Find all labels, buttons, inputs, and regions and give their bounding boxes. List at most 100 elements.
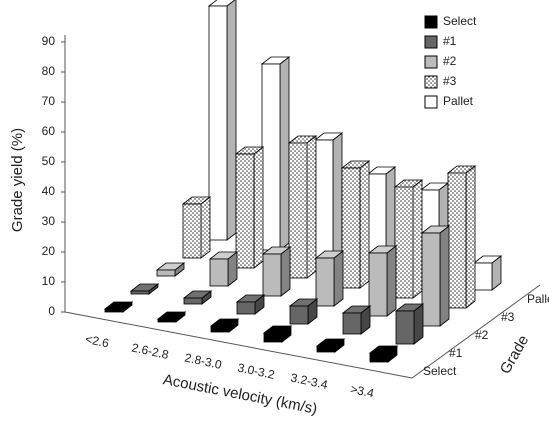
y-tick-label: 30 <box>42 214 56 228</box>
bar <box>472 255 503 291</box>
x-tick-label: 3.2-3.4 <box>289 370 329 392</box>
bar <box>209 318 240 333</box>
legend-swatch <box>424 55 438 69</box>
bar <box>129 283 160 295</box>
bar <box>313 132 344 261</box>
bar-front <box>342 312 362 335</box>
bar-front <box>182 203 202 259</box>
bar-side <box>226 0 237 241</box>
y-axis-title: Grade yield (%) <box>9 128 26 232</box>
bar <box>156 311 187 323</box>
y-tick-label: 50 <box>42 154 56 168</box>
z-tick-label: Pallet <box>527 292 549 306</box>
bar <box>393 179 424 299</box>
bar <box>367 245 398 317</box>
bar <box>260 56 291 251</box>
bar-front <box>235 153 255 269</box>
bar-front <box>289 305 309 325</box>
legend-label: Select <box>443 14 477 28</box>
bar <box>207 0 237 241</box>
bar-side <box>465 165 476 309</box>
bar-front <box>157 318 177 323</box>
bar <box>261 246 292 297</box>
bar <box>341 305 372 335</box>
bar-side <box>386 245 397 317</box>
bar-side <box>412 179 423 299</box>
x-tick-label: >3.4 <box>349 382 375 401</box>
bar-side <box>279 56 290 251</box>
bar-front <box>210 325 230 333</box>
legend-label: #1 <box>443 34 457 48</box>
bar-front <box>156 269 176 277</box>
bar-side <box>333 250 344 307</box>
bar-front <box>473 262 493 291</box>
bar-front <box>183 297 203 305</box>
x-tick-label: 2.8-3.0 <box>183 350 223 372</box>
legend-label: Pallet <box>443 94 474 108</box>
bar-front <box>394 186 414 299</box>
y-tick-label: 20 <box>42 244 56 258</box>
bar-side <box>200 196 211 259</box>
bar-front <box>288 142 308 279</box>
z-tick-label: #3 <box>501 310 515 324</box>
z-tick-label: #2 <box>475 328 489 342</box>
bar <box>340 160 371 289</box>
bar-side <box>332 132 343 261</box>
bar <box>315 338 346 353</box>
y-tick-label: 10 <box>42 274 56 288</box>
bar <box>262 325 293 343</box>
bar <box>394 303 425 345</box>
bar-side <box>439 225 450 327</box>
y-tick-label: 0 <box>48 304 55 318</box>
y-tick-label: 40 <box>42 184 56 198</box>
bar-front <box>104 308 124 313</box>
legend-swatch <box>424 35 438 49</box>
y-tick-label: 90 <box>42 34 56 48</box>
legend-label: #3 <box>443 74 457 88</box>
x-tick-label: <2.6 <box>84 332 110 351</box>
z-axis-title: Grade <box>497 332 533 377</box>
bar-side <box>253 146 264 269</box>
legend-swatch <box>424 95 438 109</box>
z-tick-label: Select <box>423 364 457 378</box>
bar <box>287 135 318 279</box>
bar <box>420 225 451 327</box>
bar-front <box>130 290 150 295</box>
bar-front <box>369 352 389 363</box>
bar <box>208 251 239 287</box>
legend-swatch <box>424 15 438 29</box>
x-axis <box>64 311 413 379</box>
bar-front <box>395 310 415 345</box>
legend-swatch <box>424 75 438 89</box>
bar-front <box>341 167 361 289</box>
bar-side <box>280 246 291 297</box>
z-axis <box>411 284 541 379</box>
bar <box>181 196 212 259</box>
bar-front <box>262 253 282 297</box>
x-tick-label: 3.0-3.2 <box>236 360 276 382</box>
bar <box>155 262 186 277</box>
bar-front <box>421 232 441 327</box>
bar-front <box>368 252 388 317</box>
bar <box>103 301 134 313</box>
bar <box>314 250 345 307</box>
bar <box>182 290 213 305</box>
bar <box>446 165 477 309</box>
legend-label: #2 <box>443 54 457 68</box>
bar-front <box>208 5 228 241</box>
bar-side <box>359 160 370 289</box>
y-tick-label: 60 <box>42 124 56 138</box>
y-tick-label: 80 <box>42 64 56 78</box>
bar <box>235 294 266 315</box>
bar-side <box>306 135 317 279</box>
x-tick-label: 2.6-2.8 <box>130 340 170 362</box>
bar-front <box>261 63 281 251</box>
bar <box>288 298 319 325</box>
bar-front <box>316 345 336 353</box>
bar <box>368 345 399 363</box>
bar-front <box>315 257 335 307</box>
bar-front <box>209 258 229 287</box>
bar <box>234 146 265 269</box>
bar-front <box>314 139 334 261</box>
